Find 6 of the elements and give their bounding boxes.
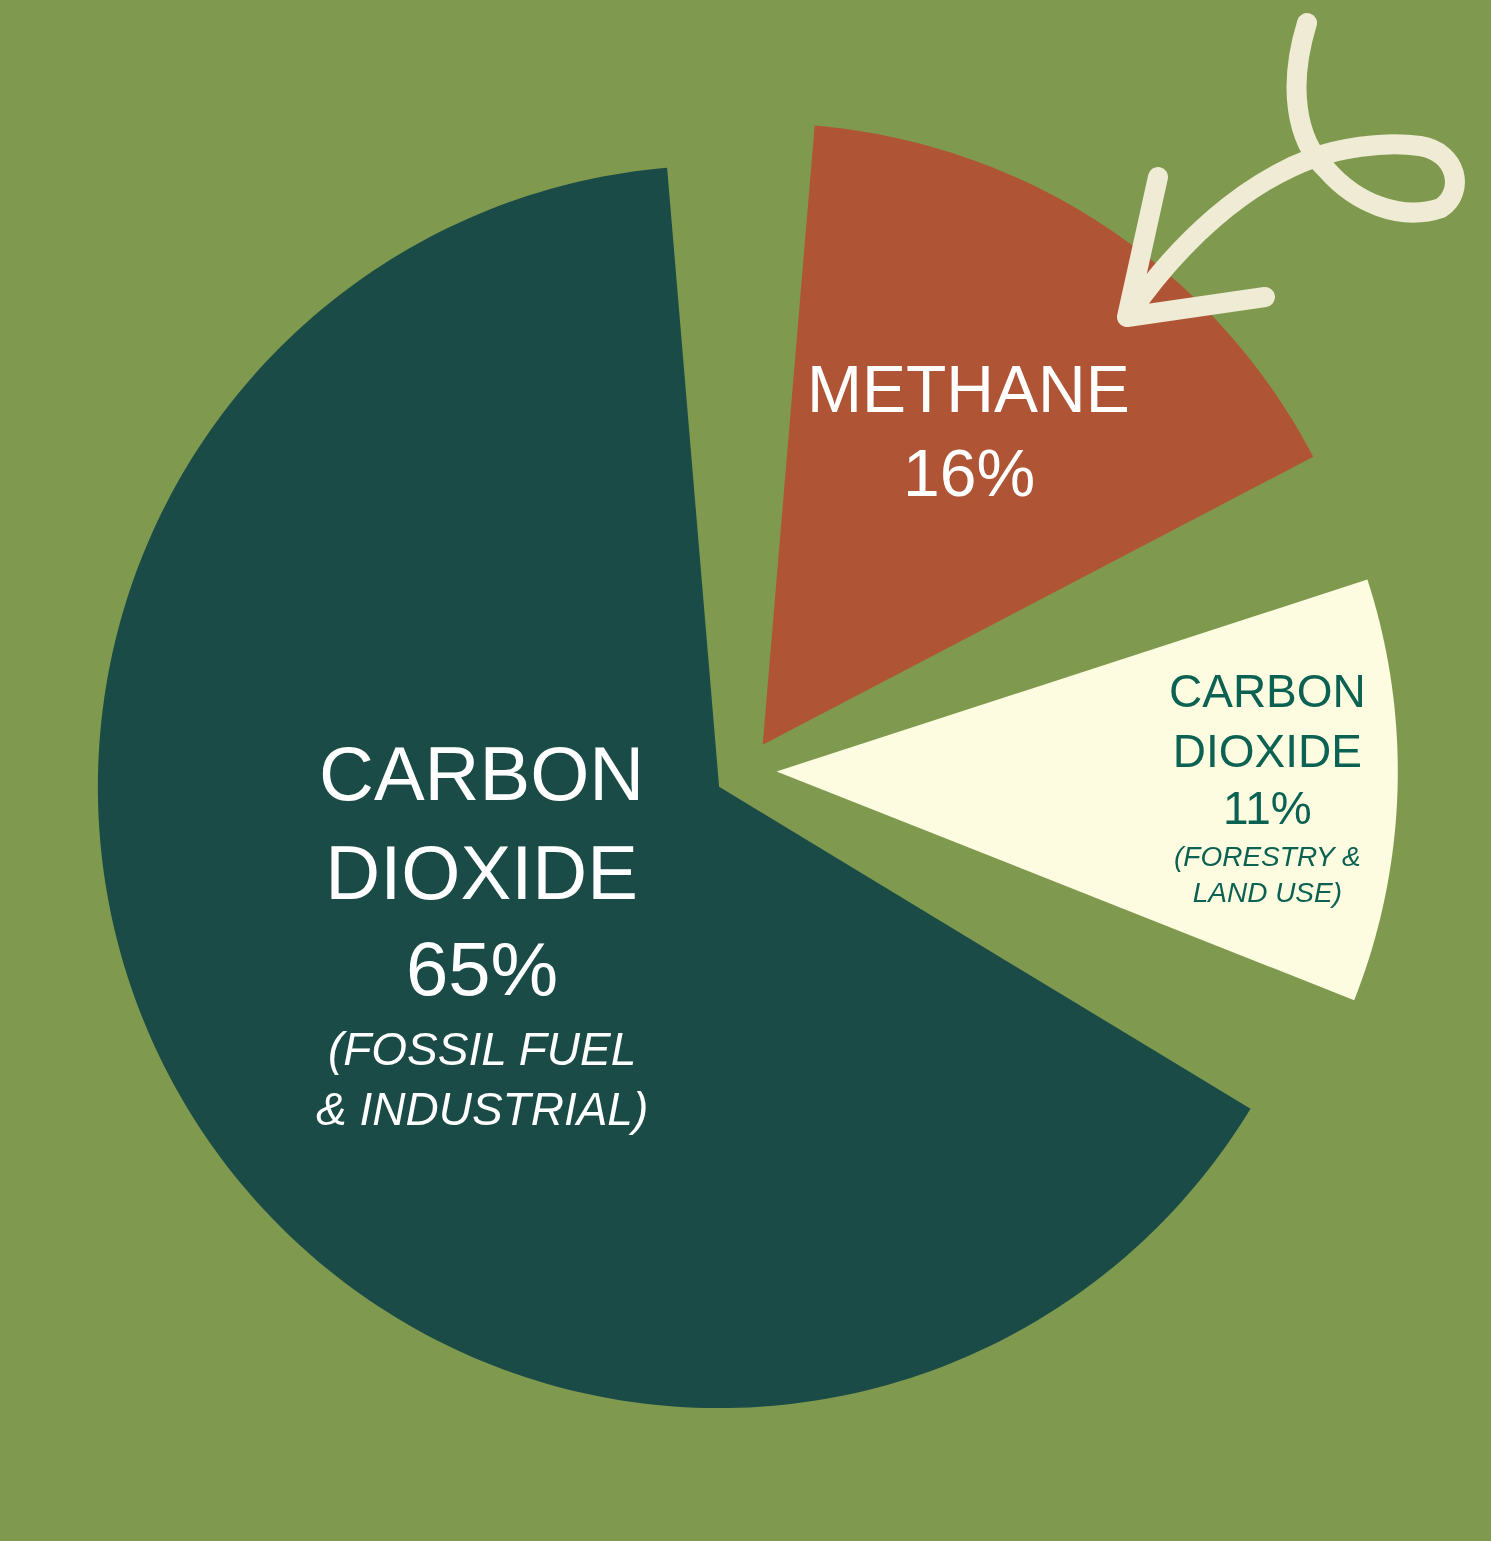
slice-label: CARBON DIOXIDE <box>319 731 645 915</box>
data-label: 11% (FORESTRY & LAND USE) <box>1174 782 1361 909</box>
slice-label: METHANE <box>807 352 1130 426</box>
data-label: 65% (FOSSIL FUEL & INDUSTRIAL) <box>316 926 649 1135</box>
slice-label: CARBON DIOXIDE <box>1169 665 1366 777</box>
data-label: 16% <box>903 436 1036 510</box>
